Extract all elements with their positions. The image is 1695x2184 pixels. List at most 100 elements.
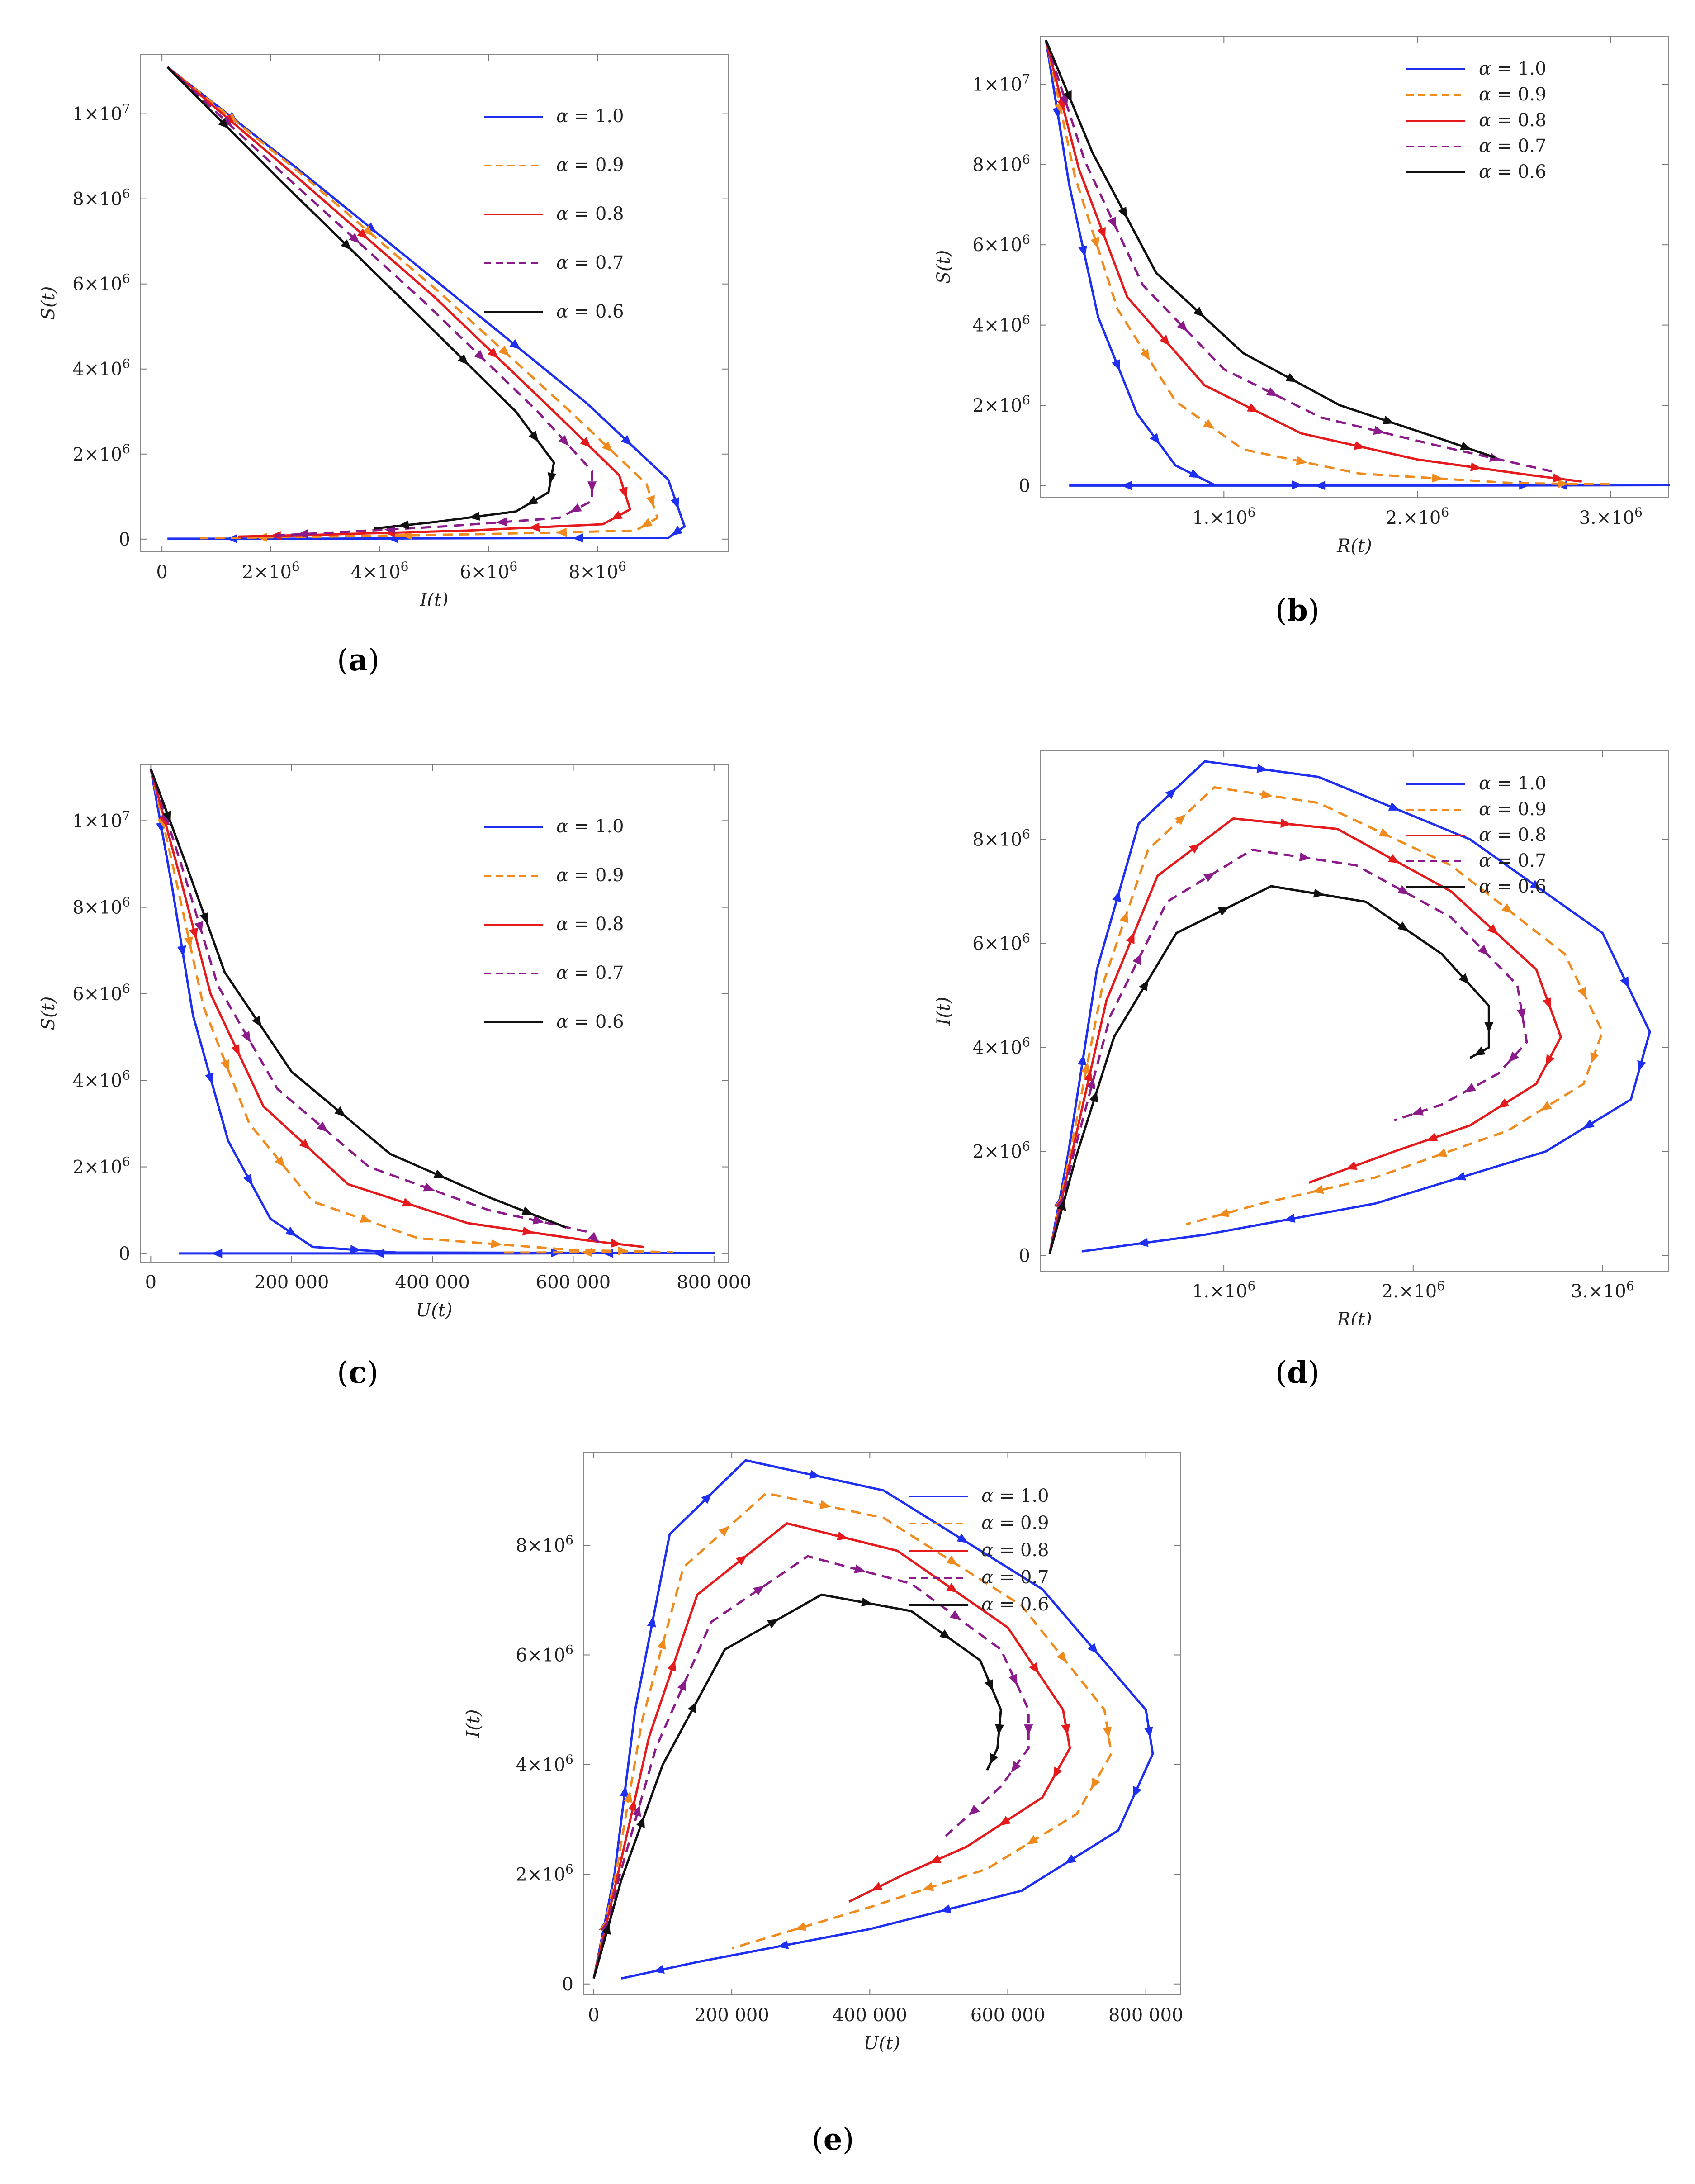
direction-arrow — [1064, 1854, 1076, 1864]
direction-arrow — [619, 486, 628, 499]
direction-arrow — [587, 481, 597, 493]
series-line-alpha-0.7 — [1048, 849, 1528, 1254]
direction-arrow — [1061, 1723, 1070, 1735]
direction-arrow — [1137, 1238, 1149, 1247]
series-line-alpha-0.8 — [1048, 817, 1562, 1254]
series-line-alpha-0.6 — [1045, 39, 1495, 459]
direction-arrow — [1460, 442, 1472, 451]
caption-e: (e) — [812, 2122, 854, 2157]
direction-arrow — [701, 1493, 712, 1504]
y-tick-label: 8×106 — [972, 152, 1030, 176]
legend-label: α = 0.9 — [556, 865, 624, 886]
direction-arrow — [299, 1139, 311, 1150]
y-axis-label: S(t) — [933, 250, 954, 284]
legend-value: = 0.7 — [1491, 850, 1547, 871]
y-tick-label: 0 — [562, 1974, 573, 1995]
legend-symbol: α — [556, 301, 568, 322]
y-tick-label: 6×106 — [72, 271, 130, 295]
direction-arrow — [199, 912, 208, 924]
legend-value: = 0.6 — [568, 1011, 624, 1032]
direction-arrow — [349, 233, 360, 244]
direction-arrow — [1314, 481, 1326, 490]
direction-arrow — [285, 1226, 297, 1237]
direction-arrow — [221, 116, 232, 127]
direction-arrow — [1078, 245, 1087, 257]
direction-arrow — [939, 1629, 951, 1640]
direction-arrow — [1458, 973, 1470, 985]
direction-arrow — [588, 1232, 599, 1243]
y-tick-label: 2×106 — [516, 1861, 573, 1885]
direction-arrow — [211, 1249, 223, 1258]
direction-arrow — [362, 225, 374, 236]
direction-arrow — [602, 441, 613, 452]
x-tick-label: 4×106 — [351, 559, 409, 583]
direction-arrow — [646, 495, 655, 507]
direction-arrow — [1056, 1651, 1067, 1663]
direction-arrow — [402, 1198, 414, 1207]
direction-arrow — [950, 1610, 961, 1620]
legend-symbol: α — [556, 816, 568, 837]
direction-arrow — [1540, 1101, 1552, 1111]
series-line-alpha-0.6 — [166, 66, 555, 530]
direction-arrow — [496, 517, 507, 527]
series-line-alpha-0.7 — [166, 66, 593, 537]
direction-arrow — [243, 1173, 252, 1186]
direction-arrow — [532, 1215, 544, 1225]
series-line-alpha-0.9 — [1045, 40, 1611, 486]
series-line-alpha-0.6 — [150, 768, 567, 1229]
direction-arrow — [1397, 921, 1409, 931]
x-tick-label: 400 000 — [395, 1272, 469, 1293]
series-group — [1045, 39, 1670, 490]
y-tick-label: 6×106 — [72, 981, 130, 1005]
direction-arrow — [777, 1940, 789, 1949]
legend-value: = 0.8 — [994, 1540, 1049, 1561]
direction-arrow — [735, 1555, 747, 1566]
series-line-alpha-0.7 — [1045, 40, 1553, 473]
legend-label: α = 0.6 — [981, 1594, 1049, 1615]
direction-arrow — [177, 945, 186, 957]
legend-symbol: α — [556, 106, 568, 127]
direction-arrow — [854, 1564, 866, 1573]
direction-arrow — [624, 1791, 633, 1803]
y-tick-label: 6×106 — [972, 931, 1030, 954]
direction-arrow — [256, 532, 267, 542]
legend-label: α = 0.8 — [556, 914, 624, 935]
y-tick-label: 8×106 — [72, 895, 130, 918]
direction-arrow — [341, 239, 352, 250]
chart-panel-b: 1.×106 2.×106 3.×106 0 2×106 4×106 6×106 8×106 1… — [933, 36, 1670, 556]
y-axis-label: I(t) — [933, 997, 954, 1026]
direction-arrow — [861, 1597, 873, 1607]
legend-label: α = 0.6 — [1479, 876, 1547, 897]
direction-arrow — [1077, 1054, 1087, 1066]
direction-arrow — [1053, 1766, 1062, 1779]
direction-arrow — [1280, 819, 1292, 828]
y-tick-label: 0 — [119, 1244, 130, 1264]
direction-arrow — [223, 114, 235, 124]
direction-arrow — [1378, 828, 1391, 837]
x-tick-label: 3.×106 — [1579, 505, 1642, 528]
x-tick-label: 600 000 — [536, 1272, 611, 1293]
direction-arrow — [1266, 387, 1278, 396]
legend-label: α = 0.6 — [1479, 161, 1547, 182]
direction-arrow — [491, 1239, 502, 1249]
direction-arrow — [667, 1660, 676, 1672]
y-tick-label: 2×106 — [72, 442, 130, 465]
direction-arrow — [946, 1583, 958, 1593]
legend-label: α = 1.0 — [556, 816, 624, 837]
direction-arrow — [1397, 885, 1410, 895]
direction-arrow — [1063, 90, 1072, 102]
direction-arrow — [1497, 1098, 1510, 1108]
direction-arrow — [1313, 888, 1325, 898]
legend-label: α = 0.9 — [981, 1513, 1049, 1534]
direction-arrow — [939, 1904, 952, 1913]
y-tick-label: 0 — [1019, 1246, 1030, 1267]
legend-value: = 0.7 — [1491, 136, 1547, 157]
direction-arrow — [767, 1619, 779, 1629]
x-tick-label: 1.×106 — [1192, 505, 1255, 528]
direction-arrow — [1545, 1054, 1555, 1066]
direction-arrow — [458, 354, 469, 365]
y-tick-label: 1×107 — [72, 101, 130, 125]
direction-arrow — [1008, 1673, 1018, 1685]
y-axis: 0 2×106 4×106 6×106 8×106 1×107 — [72, 808, 728, 1264]
direction-arrow — [628, 1799, 637, 1811]
